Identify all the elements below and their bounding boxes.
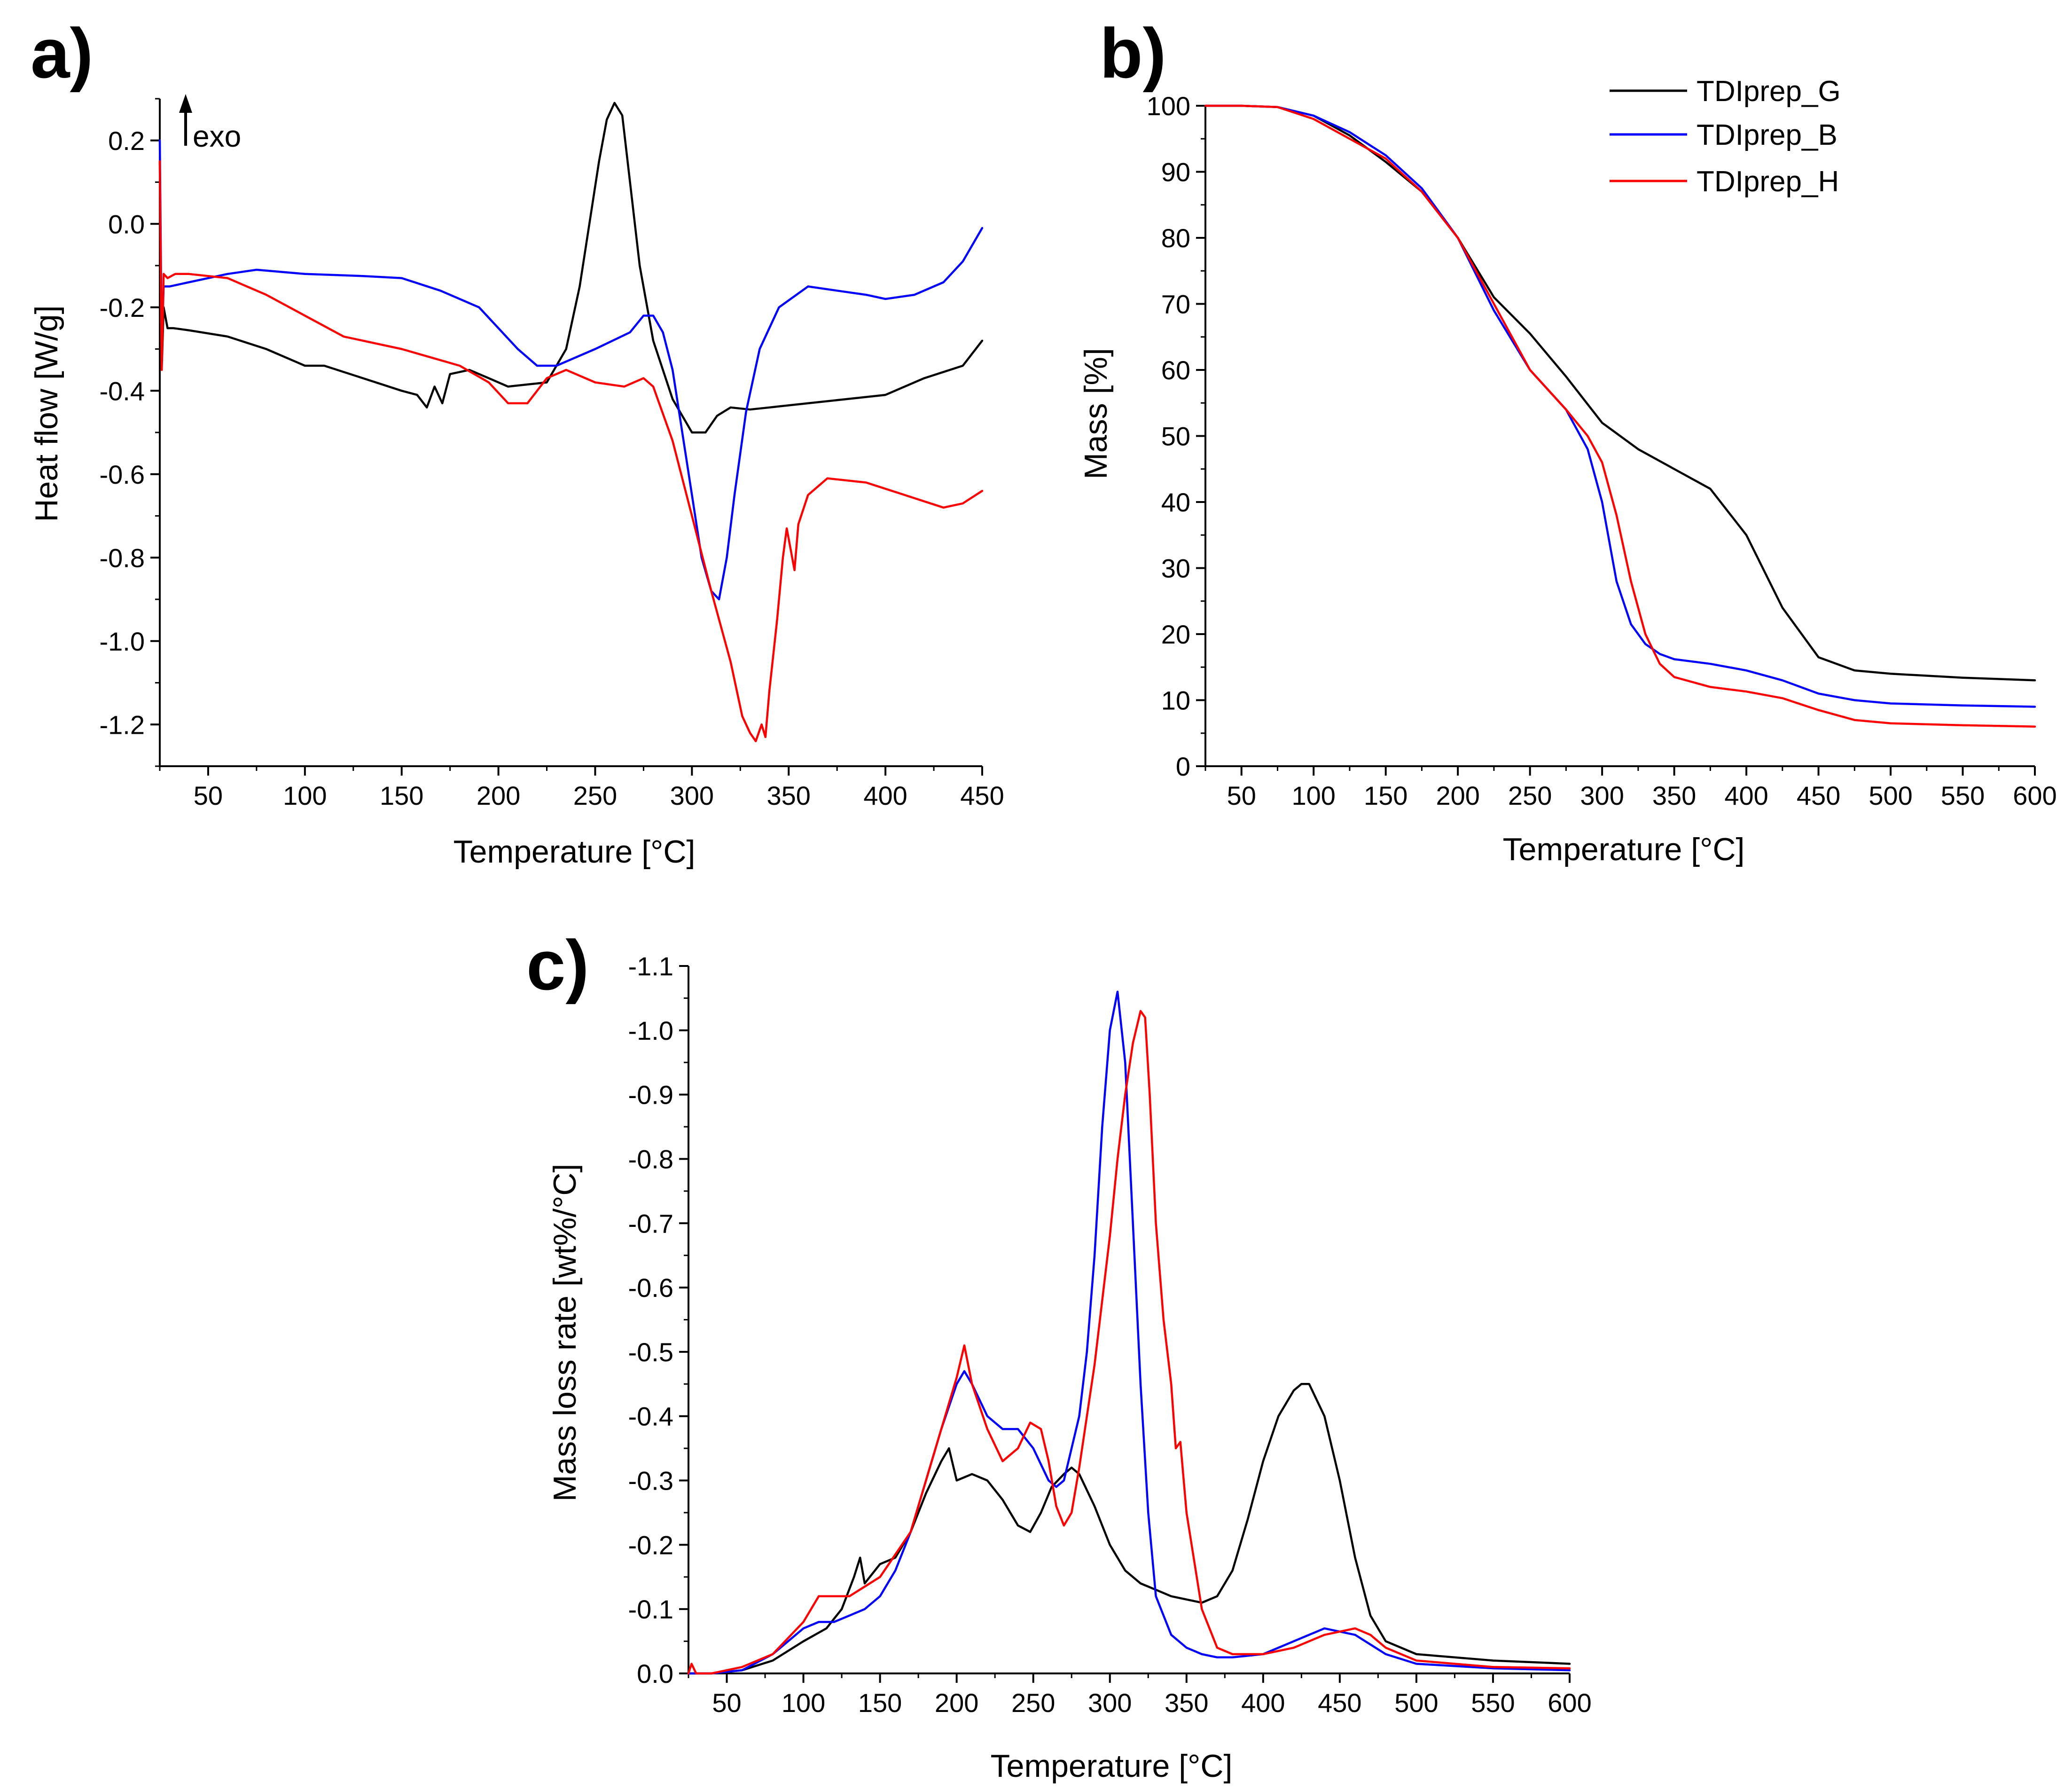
panel-c-x-tick-label: 450: [1318, 1688, 1361, 1718]
panel-a-x-axis-title: Temperature [°C]: [453, 834, 696, 870]
panel-b-x-tick-label: 600: [2013, 781, 2056, 810]
panel-a-heat-flow-chart: a) 50 100 150 200 250 300 350 400 450 -1.2 -1.0 -0.…: [29, 14, 1004, 870]
panel-b-x-tick-label: 350: [1652, 781, 1696, 810]
panel-a-ticks: 50 100 150 200 250 300 350 400 450 -1.2 -1.0 -0.8 -0…: [100, 98, 1004, 810]
panel-c-y-tick-label: -0.2: [628, 1530, 674, 1560]
panel-b-x-tick-label: 450: [1797, 781, 1840, 810]
panel-b-series-tdiprep-b: [1204, 104, 2036, 708]
panel-a-y-tick-label: -0.6: [100, 460, 145, 489]
legend-label-tdiprep-g: TDIprep_G: [1697, 75, 1841, 108]
panel-a-y-tick-label: -1.0: [100, 627, 145, 656]
panel-a-x-tick-label: 200: [477, 781, 520, 810]
panel-a-x-tick-label: 300: [670, 781, 714, 810]
panel-b-series-tdiprep-h: [1204, 104, 2036, 728]
panel-b-y-tick-label: 10: [1161, 686, 1190, 715]
panel-b-y-tick-label: 60: [1161, 355, 1190, 385]
panel-a-x-tick-label: 100: [283, 781, 327, 810]
panel-a-y-tick-label: -0.2: [100, 293, 145, 322]
panel-b-y-tick-label: 20: [1161, 620, 1190, 649]
panel-c-label: c): [526, 926, 589, 1005]
panel-a-series-tdiprep-b: [158, 139, 984, 601]
panel-c-ticks: 50 100 150 200 250 300 350 400 450 500 550 600 0.0 -0…: [628, 951, 1592, 1718]
panel-c-mass-loss-rate-chart: c) 50 100 150 200 250 300 350 400 450 500 550 600 0.…: [526, 926, 1592, 1784]
panel-b-series-tdiprep-g: [1204, 104, 2036, 682]
panel-a-y-tick-label: -0.8: [100, 543, 145, 573]
panel-c-x-tick-label: 50: [712, 1688, 741, 1718]
panel-c-y-tick-label: -0.8: [628, 1144, 674, 1174]
panel-b-x-tick-label: 150: [1364, 781, 1407, 810]
panel-b-y-tick-label: 50: [1161, 422, 1190, 451]
panel-c-y-tick-label: -0.4: [628, 1402, 674, 1431]
panel-a-y-tick-label: -1.2: [100, 710, 145, 739]
panel-c-x-tick-label: 600: [1548, 1688, 1591, 1718]
panel-a-series-tdiprep-h: [158, 160, 984, 743]
panel-c-y-tick-label: -0.7: [628, 1209, 674, 1238]
panel-a-label: a): [31, 14, 93, 93]
panel-c-x-tick-label: 150: [858, 1688, 902, 1718]
legend: TDIprep_G TDIprep_B TDIprep_H: [1610, 75, 1841, 198]
panel-c-x-tick-label: 400: [1241, 1688, 1285, 1718]
panel-a-y-axis-title: Heat flow [W/g]: [29, 305, 64, 522]
legend-label-tdiprep-h: TDIprep_H: [1697, 165, 1839, 198]
panel-b-y-tick-label: 70: [1161, 290, 1190, 319]
exo-arrow-icon: [179, 94, 192, 113]
panel-b-x-tick-label: 500: [1869, 781, 1912, 810]
panel-c-x-tick-label: 350: [1165, 1688, 1208, 1718]
panel-a-y-tick-label: 0.0: [108, 209, 145, 239]
panel-c-x-tick-label: 250: [1011, 1688, 1055, 1718]
panel-c-series-tdiprep-g: [687, 1383, 1571, 1675]
panel-c-x-tick-label: 100: [782, 1688, 825, 1718]
panel-a-x-tick-label: 250: [573, 781, 617, 810]
panel-b-y-tick-label: 0: [1176, 752, 1190, 781]
panel-c-y-tick-label: -0.6: [628, 1273, 674, 1303]
panel-a-series: [158, 102, 984, 743]
panel-c-series-tdiprep-h: [687, 1010, 1571, 1675]
panel-b-y-tick-label: 30: [1161, 554, 1190, 583]
panel-c-y-tick-label: -0.3: [628, 1466, 674, 1496]
panel-c-y-tick-label: -1.0: [628, 1016, 674, 1045]
panel-b-x-axis-title: Temperature [°C]: [1503, 832, 1745, 867]
panel-b-y-tick-label: 90: [1161, 157, 1190, 187]
panel-c-series: [687, 990, 1571, 1675]
panel-b-x-tick-label: 550: [1941, 781, 1985, 810]
panel-a-y-tick-label: 0.2: [108, 126, 145, 156]
panel-c-x-tick-label: 550: [1471, 1688, 1515, 1718]
panel-b-x-tick-label: 200: [1436, 781, 1479, 810]
panel-b-y-tick-label: 100: [1147, 91, 1190, 121]
panel-a-x-tick-label: 400: [863, 781, 907, 810]
panel-a-y-tick-label: -0.4: [100, 376, 145, 406]
panel-a-x-tick-label: 350: [767, 781, 811, 810]
panel-c-series-tdiprep-b: [687, 990, 1571, 1675]
panel-c-y-tick-label: -1.1: [628, 951, 674, 981]
panel-b-mass-chart: b) 50 100 150 200 250 300 350 400 450 500 550 600 0 1…: [1078, 14, 2057, 867]
panel-b-y-axis-title: Mass [%]: [1078, 348, 1114, 479]
panel-c-y-axis-title: Mass loss rate [wt%/°C]: [547, 1164, 583, 1502]
panel-a-x-tick-label: 450: [960, 781, 1004, 810]
panel-c-y-tick-label: -0.9: [628, 1080, 674, 1110]
panel-c-x-tick-label: 500: [1394, 1688, 1438, 1718]
panel-c-y-tick-label: -0.1: [628, 1594, 674, 1624]
panel-c-y-tick-label: 0.0: [637, 1659, 673, 1688]
panel-b-series: [1204, 104, 2036, 728]
panel-b-x-tick-label: 50: [1227, 781, 1256, 810]
panel-c-x-tick-label: 300: [1088, 1688, 1132, 1718]
panel-b-x-tick-label: 100: [1291, 781, 1335, 810]
panel-a-x-tick-label: 150: [380, 781, 423, 810]
panel-b-x-tick-label: 250: [1508, 781, 1552, 810]
panel-c-y-tick-label: -0.5: [628, 1337, 674, 1367]
panel-c-x-axis-title: Temperature [°C]: [991, 1748, 1233, 1784]
panel-b-y-tick-label: 40: [1161, 487, 1190, 517]
panel-b-y-tick-label: 80: [1161, 223, 1190, 253]
panel-b-ticks: 50 100 150 200 250 300 350 400 450 500 550 600 0 10 20…: [1147, 91, 2057, 810]
panel-b-x-tick-label: 400: [1724, 781, 1768, 810]
panel-b-x-tick-label: 300: [1580, 781, 1624, 810]
exo-annotation: exo: [193, 119, 241, 153]
panel-a-x-tick-label: 50: [194, 781, 223, 810]
panel-c-x-tick-label: 200: [935, 1688, 978, 1718]
panel-a-series-tdiprep-g: [158, 102, 984, 434]
legend-label-tdiprep-b: TDIprep_B: [1697, 119, 1837, 151]
panel-b-label: b): [1100, 14, 1166, 93]
